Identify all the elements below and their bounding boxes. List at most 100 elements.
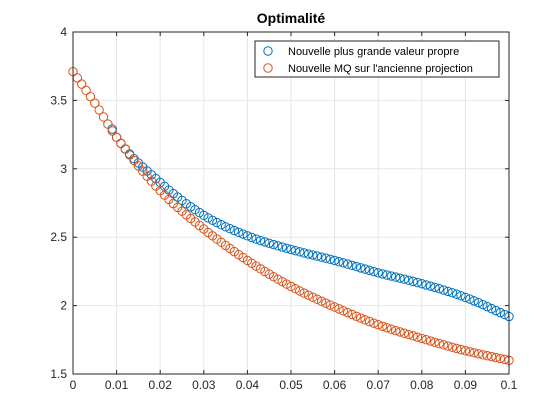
series-1-point xyxy=(251,234,261,244)
series-1-point xyxy=(369,266,379,277)
series-1-point xyxy=(373,268,383,278)
series-1-point xyxy=(264,238,274,248)
series-2-point xyxy=(351,311,362,321)
series-2-point xyxy=(364,316,375,327)
series-2-point xyxy=(408,331,418,341)
series-1-point xyxy=(290,246,301,256)
series-1-point xyxy=(421,280,431,290)
x-tick-label-3: 0.03 xyxy=(192,378,216,392)
series-2-point xyxy=(456,344,466,355)
series-1-point xyxy=(321,253,331,263)
series-1-point xyxy=(377,269,388,279)
series-1-point xyxy=(312,251,322,261)
y-tick-label-4: 3.5 xyxy=(50,93,67,107)
series-1-point xyxy=(443,286,453,297)
series-1-point xyxy=(329,255,340,266)
series-1-point xyxy=(277,242,287,252)
series-1-point xyxy=(242,231,253,241)
x-tick-label-4: 0.04 xyxy=(236,378,260,392)
series-2-point xyxy=(373,320,383,330)
series-2-point xyxy=(465,347,475,357)
series-2-point xyxy=(295,286,305,296)
series-1-point xyxy=(273,241,283,251)
series-1-point xyxy=(495,307,505,318)
x-tick-label-10: 0.1 xyxy=(501,378,518,392)
series-1-point xyxy=(456,291,466,301)
series-2-point xyxy=(360,315,370,325)
x-tick-label-6: 0.06 xyxy=(323,378,347,392)
series-1-point xyxy=(295,247,305,257)
legend-marker-series-1 xyxy=(263,46,273,56)
series-1-point xyxy=(386,271,396,281)
series-2-point xyxy=(299,288,309,298)
series-1-point xyxy=(268,239,279,250)
series-1-point xyxy=(203,213,213,223)
series-1-point xyxy=(347,260,357,271)
series-1-point xyxy=(233,227,244,238)
y-tick-label-2: 2.5 xyxy=(50,230,67,244)
series-1-point xyxy=(334,256,344,267)
series-2-point xyxy=(85,91,96,102)
series-1 xyxy=(107,124,514,322)
series-2-point xyxy=(478,350,488,360)
series-1-point xyxy=(451,289,462,299)
series-2-point xyxy=(303,290,314,300)
series-1-point xyxy=(260,237,270,247)
series-2-point xyxy=(491,352,501,363)
series-1-point xyxy=(399,274,410,284)
series-1-point xyxy=(395,273,405,283)
series-1-point xyxy=(408,276,418,287)
x-tick-label-9: 0.09 xyxy=(454,378,478,392)
series-1-point xyxy=(390,272,401,282)
y-tick-label-3: 3 xyxy=(60,162,67,176)
series-2-point xyxy=(342,307,353,318)
series-1-point xyxy=(316,252,327,262)
x-tick-labels: 0 0.01 0.02 0.03 0.04 0.05 0.06 0.07 0.08 0.09 0.1 xyxy=(70,378,518,392)
series-2-point xyxy=(447,342,458,352)
series-1-point xyxy=(308,250,318,260)
series-2-point xyxy=(77,79,87,89)
series-2-point xyxy=(443,341,453,351)
series-2 xyxy=(68,66,514,366)
plot-frame xyxy=(72,31,510,375)
series-2-point xyxy=(312,294,322,304)
series-2-point xyxy=(356,313,366,323)
series-1-point xyxy=(220,222,231,232)
series-2-point xyxy=(90,98,100,108)
series-2-point xyxy=(308,292,318,302)
x-tick-label-7: 0.07 xyxy=(367,378,391,392)
series-1-point xyxy=(216,220,226,230)
series-2-point xyxy=(395,327,405,337)
series-1-point xyxy=(473,298,484,308)
data-markers xyxy=(68,66,514,366)
series-1-point xyxy=(417,279,427,289)
series-2-point xyxy=(473,349,484,359)
series-1-point xyxy=(299,248,309,258)
series-2-point xyxy=(347,309,357,320)
series-2-point xyxy=(469,348,479,358)
legend-marker-series-2 xyxy=(263,63,273,73)
series-2-point xyxy=(321,298,331,308)
series-2-point xyxy=(107,126,117,136)
series-2-point xyxy=(421,335,431,345)
series-2-point xyxy=(399,328,410,338)
series-2-point xyxy=(482,351,492,361)
series-1-point xyxy=(303,249,314,259)
series-2-point xyxy=(404,329,414,340)
series-1-point xyxy=(364,265,375,276)
series-2-point xyxy=(290,284,301,294)
x-tick-label-8: 0.08 xyxy=(410,378,434,392)
series-2-point xyxy=(94,105,104,115)
series-2-point xyxy=(103,119,113,129)
series-2-point xyxy=(334,304,344,314)
series-2-point xyxy=(438,340,449,350)
series-1-point xyxy=(447,288,458,298)
legend-label-series-2: Nouvelle MQ sur l'ancienne projection xyxy=(288,63,473,75)
y-tick-label-5: 4 xyxy=(60,25,67,39)
series-2-point xyxy=(430,337,440,348)
series-2-point xyxy=(451,343,462,354)
series-1-point xyxy=(212,217,222,228)
series-2-point xyxy=(425,336,436,346)
y-tick-label-0: 1.5 xyxy=(50,367,67,381)
